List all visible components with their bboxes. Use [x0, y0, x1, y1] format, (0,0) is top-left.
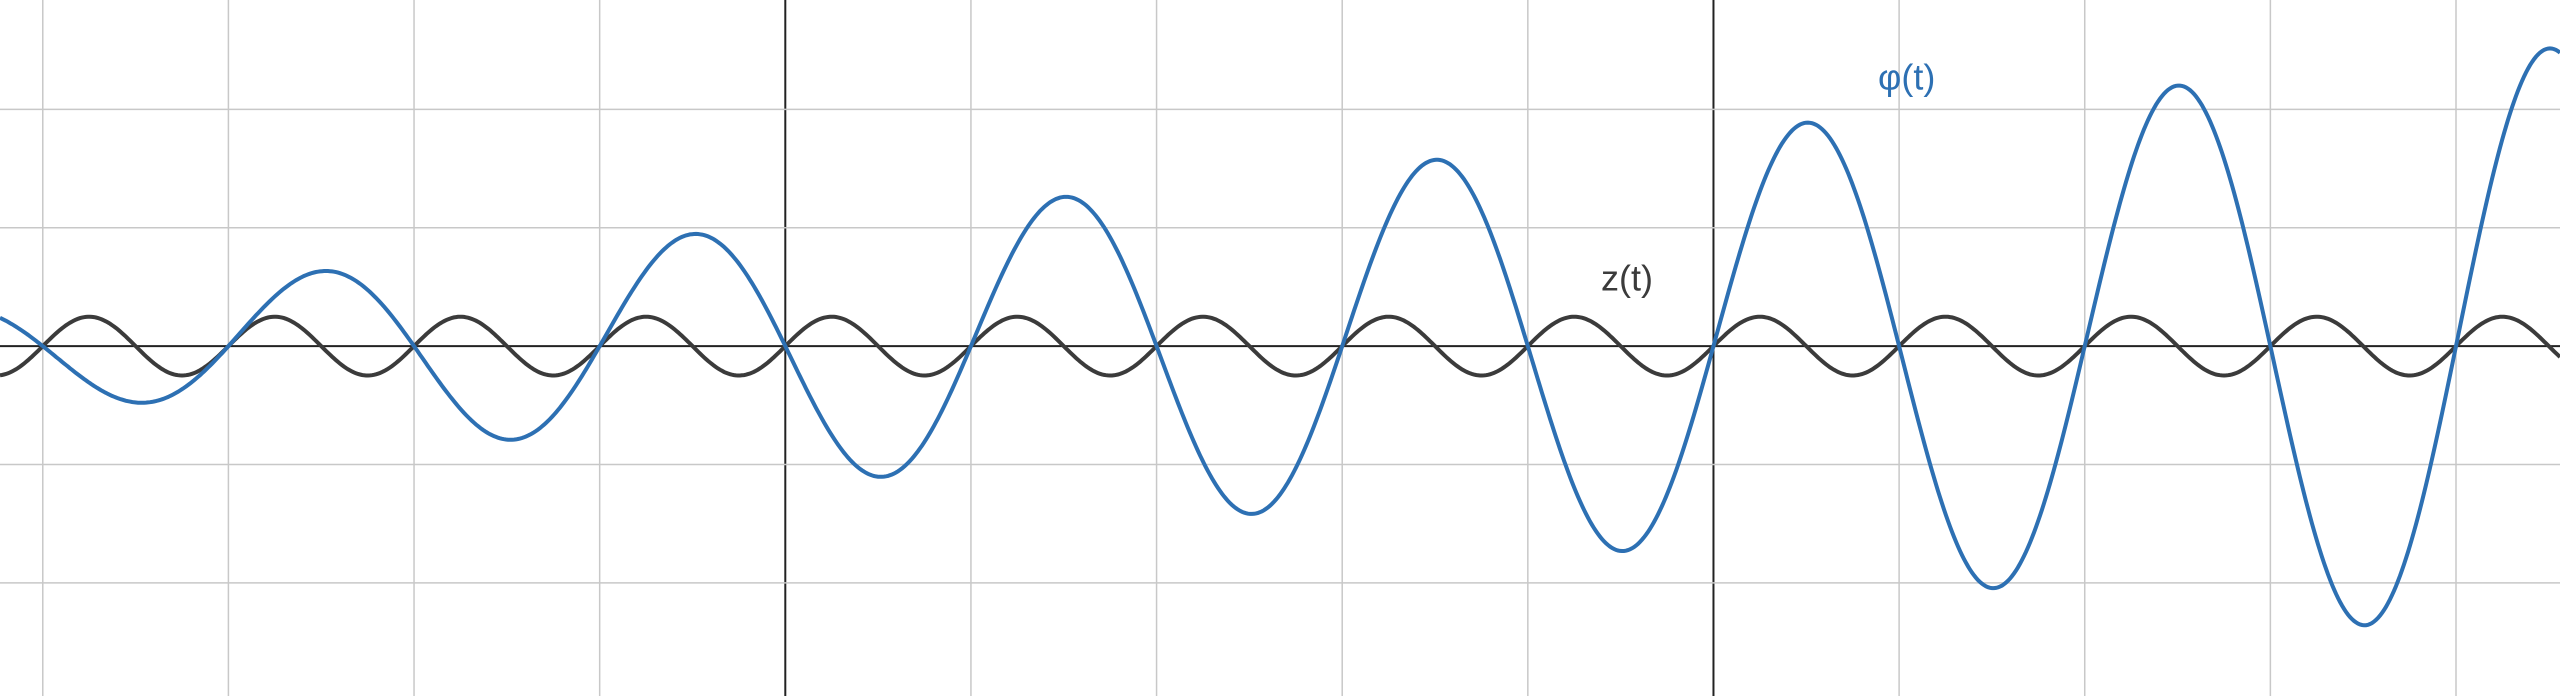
phi-label: φ(t) — [1878, 57, 1935, 98]
z-curve — [0, 314, 2560, 378]
z-label: z(t) — [1601, 258, 1653, 299]
phi-curve — [0, 46, 2560, 628]
